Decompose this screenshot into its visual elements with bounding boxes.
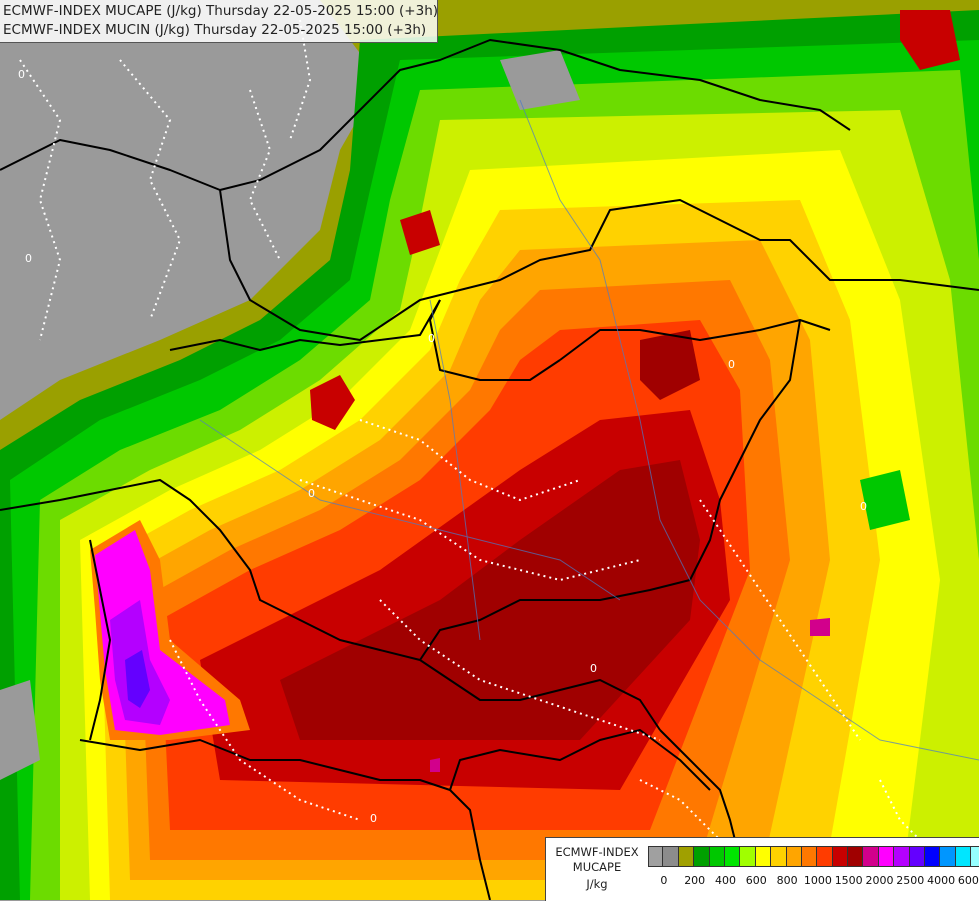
legend-swatch [724, 846, 741, 867]
legend-tick-label: 6000 [957, 874, 979, 887]
legend-tick-label: 2000 [865, 874, 894, 887]
contour-label: 0 [428, 332, 435, 345]
contour-label: 0 [308, 487, 315, 500]
legend-tick-label: 600 [745, 874, 767, 887]
contour-label: 0 [728, 358, 735, 371]
legend-swatch [648, 846, 664, 867]
legend-tick-label: 1500 [834, 874, 863, 887]
legend-tick-label: 200 [684, 874, 706, 887]
legend-unit: J/kg [586, 877, 608, 891]
legend-swatch [940, 846, 956, 867]
contour-label: 0 [370, 812, 377, 825]
legend-swatch [801, 846, 818, 867]
legend-swatch [740, 846, 756, 867]
legend-tick-label: 400 [715, 874, 736, 887]
legend-tick-label: 4000 [927, 874, 956, 887]
legend-swatch [663, 846, 679, 867]
legend-swatch [694, 846, 710, 867]
legend-swatch [909, 846, 926, 867]
legend-swatch [971, 846, 979, 867]
legend-swatch [678, 846, 695, 867]
legend-swatch [955, 846, 972, 867]
legend-swatch [832, 846, 849, 867]
legend-swatch [755, 846, 772, 867]
legend-swatch [817, 846, 833, 867]
legend-tick-label: 1000 [803, 874, 832, 887]
legend-tick-label: 800 [776, 874, 798, 887]
legend-swatch [925, 846, 941, 867]
map-title: ECMWF-INDEX MUCAPE (J/kg) Thursday 22-05… [0, 0, 438, 43]
legend-swatch [786, 846, 802, 867]
legend-swatch [863, 846, 879, 867]
title-mucape: ECMWF-INDEX MUCAPE (J/kg) Thursday 22-05… [3, 3, 439, 19]
legend-swatch [894, 846, 910, 867]
legend-tick-label: 2500 [896, 874, 925, 887]
legend-swatches [648, 846, 979, 867]
contour-label: 0 [25, 252, 32, 265]
legend-variable: MUCAPE [572, 860, 622, 874]
contour-label: 0 [590, 662, 597, 675]
contour-label: 0 [18, 68, 25, 81]
legend-swatch [709, 846, 725, 867]
title-mucin: ECMWF-INDEX MUCIN (J/kg) Thursday 22-05-… [3, 22, 427, 38]
contour-label: 0 [860, 500, 867, 513]
legend-swatch [848, 846, 864, 867]
legend-swatch [878, 846, 895, 867]
color-legend: ECMWF-INDEX MUCAPE J/kg 0 200 400 600 800 100… [545, 837, 979, 901]
legend-swatch [771, 846, 787, 867]
legend-model: ECMWF-INDEX [555, 845, 639, 859]
legend-tick-label: 0 [660, 874, 668, 887]
legend-ticks: 0 200 400 600 800 100015002000250040006000 [648, 874, 979, 890]
